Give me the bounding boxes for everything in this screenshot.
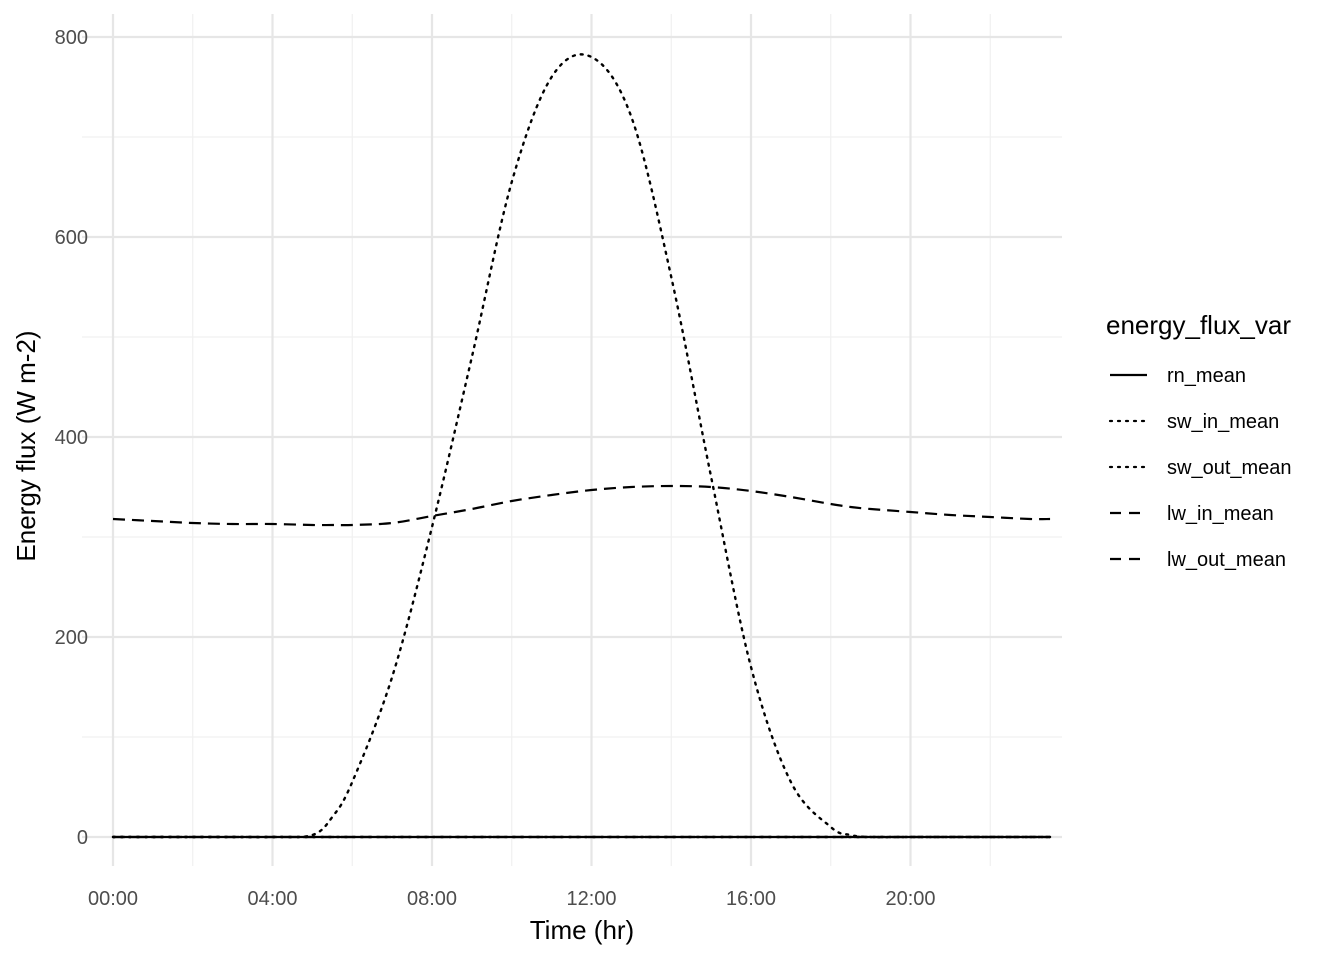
legend-item-sw-out-mean: sw_out_mean xyxy=(1108,457,1292,479)
legend-title: energy_flux_var xyxy=(1106,310,1291,340)
legend-item-lw-out-mean: lw_out_mean xyxy=(1110,549,1286,571)
y-tick-label: 600 xyxy=(55,227,88,249)
series-line-lw-out-mean xyxy=(112,484,1051,527)
legend: energy_flux_var rn_mean sw_in_mean sw_out_… xyxy=(1106,310,1292,571)
legend-entries: rn_mean sw_in_mean sw_out_mean lw_in_meanlw… xyxy=(1108,365,1292,571)
x-axis-title: Time (hr) xyxy=(530,915,634,945)
legend-item-sw-in-mean: sw_in_mean xyxy=(1108,411,1279,433)
x-axis-tick-labels: 00:00 04:00 08:00 12:00 16:00 20:00 xyxy=(88,888,936,910)
x-tick-label: 08:00 xyxy=(407,888,457,910)
minor-gridlines xyxy=(82,14,1062,866)
x-tick-label: 00:00 xyxy=(88,888,138,910)
x-tick-label: 16:00 xyxy=(726,888,776,910)
legend-item-lw-in-mean: lw_in_mean xyxy=(1110,503,1274,525)
legend-item-rn-mean: rn_mean xyxy=(1110,365,1246,387)
y-tick-label: 800 xyxy=(55,27,88,49)
legend-label: lw_in_mean xyxy=(1167,503,1274,525)
y-tick-label: 0 xyxy=(77,827,88,849)
x-tick-label: 20:00 xyxy=(885,888,935,910)
legend-label: lw_out_mean xyxy=(1167,549,1286,571)
legend-label: sw_out_mean xyxy=(1167,457,1292,479)
y-axis-tick-labels: 0 200 400 600 800 xyxy=(55,27,88,849)
x-tick-label: 04:00 xyxy=(247,888,297,910)
legend-label: rn_mean xyxy=(1167,365,1246,387)
y-tick-label: 400 xyxy=(55,427,88,449)
y-tick-label: 200 xyxy=(55,627,88,649)
series-lines xyxy=(111,53,1052,839)
x-tick-label: 12:00 xyxy=(566,888,616,910)
series-line-sw-in-mean xyxy=(111,53,1052,839)
major-gridlines xyxy=(82,14,1062,866)
y-axis-title: Energy flux (W m-2) xyxy=(11,330,41,561)
legend-label: sw_in_mean xyxy=(1167,411,1279,433)
